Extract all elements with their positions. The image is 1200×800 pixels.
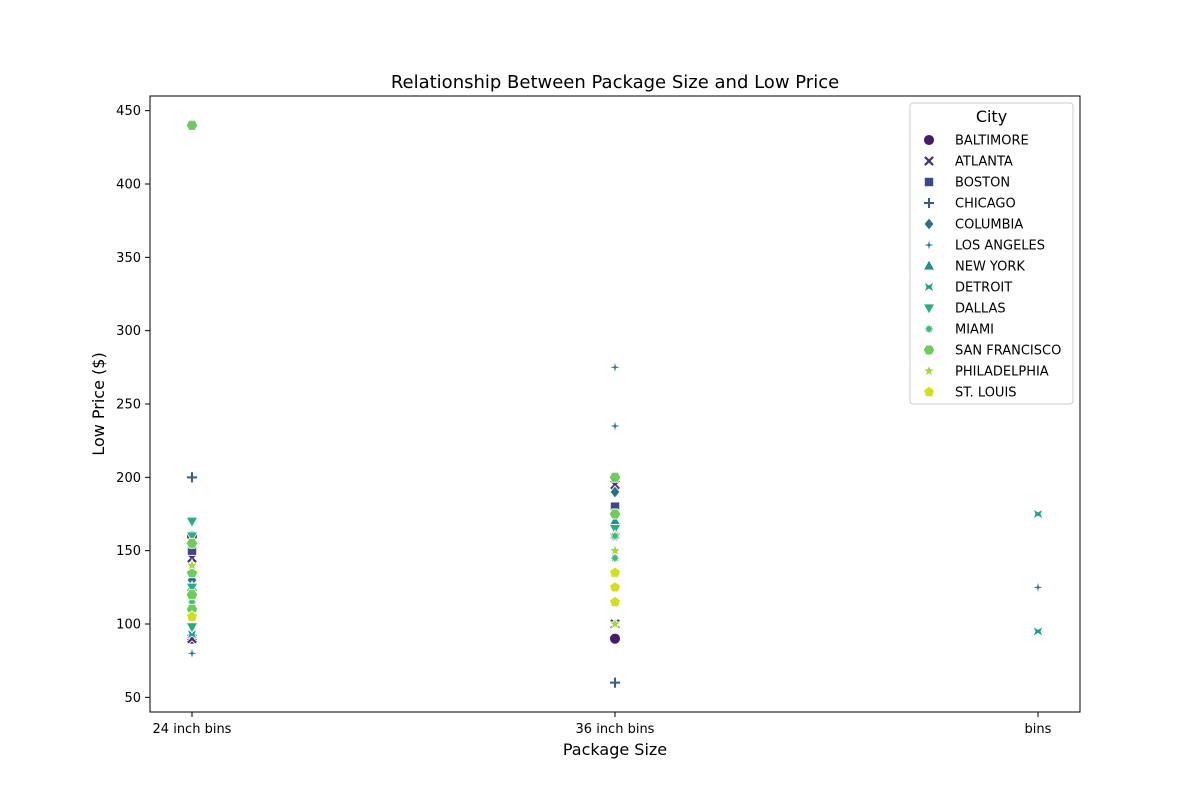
y-tick-label: 100 (116, 618, 141, 633)
data-point (609, 632, 621, 645)
data-point (608, 580, 622, 593)
data-point (1031, 580, 1045, 594)
data-point (609, 676, 621, 689)
legend-marker (923, 134, 935, 146)
legend-label: BOSTON (955, 176, 1010, 191)
data-point (608, 543, 622, 557)
y-tick-label: 300 (116, 324, 141, 339)
data-point (1032, 507, 1044, 521)
y-tick-label: 350 (116, 251, 141, 266)
x-tick-label: 24 inch bins (153, 722, 232, 737)
data-point (185, 582, 199, 595)
legend-marker (922, 154, 936, 168)
legend-label: BALTIMORE (955, 134, 1029, 149)
legend-label: PHILADELPHIA (955, 365, 1049, 380)
x-tick-label: 36 inch bins (576, 722, 655, 737)
y-tick-label: 250 (116, 398, 141, 413)
y-tick-label: 400 (116, 178, 141, 193)
data-point (608, 508, 622, 520)
legend-marker (921, 321, 937, 337)
legend-label: DETROIT (955, 281, 1012, 296)
legend: City BALTIMORE ATLANTA BOSTON CHICAGO COLUMB… (909, 102, 1074, 405)
chart-title: Relationship Between Package Size and Lo… (391, 72, 839, 93)
legend-marker (923, 280, 935, 294)
data-point (608, 471, 622, 483)
data-point (185, 119, 199, 131)
legend-marker (922, 303, 936, 315)
y-tick-label: 50 (124, 691, 141, 706)
data-point (608, 360, 622, 374)
legend-marker (922, 259, 936, 271)
data-point (607, 528, 623, 544)
legend-marker (922, 344, 936, 356)
data-point (608, 419, 622, 433)
legend-marker (923, 217, 935, 231)
data-point (185, 610, 199, 622)
legend-title: City (976, 107, 1007, 126)
data-point (185, 567, 199, 579)
data-point (185, 531, 199, 543)
data-point (1032, 625, 1044, 638)
legend-marker (922, 385, 936, 398)
data-point (185, 558, 199, 572)
legend-label: CHICAGO (955, 197, 1016, 212)
data-point (185, 516, 199, 529)
data-point (608, 595, 622, 608)
y-axis-title: Low Price ($) (89, 352, 108, 455)
legend-label: COLUMBIA (955, 218, 1023, 233)
data-point (186, 628, 198, 641)
legend-label: LOS ANGELES (955, 239, 1045, 254)
legend-label: SAN FRANCISCO (955, 344, 1061, 359)
legend-marker (922, 363, 936, 377)
plot-area (184, 119, 1045, 689)
legend-marker (923, 176, 935, 188)
legend-label: MIAMI (955, 323, 994, 338)
x-tick-label: bins (1025, 722, 1052, 737)
y-tick-label: 150 (116, 544, 141, 559)
data-point (185, 537, 199, 549)
data-point (609, 485, 621, 499)
legend-label: ATLANTA (955, 155, 1013, 170)
y-tick-label: 200 (116, 471, 141, 486)
data-point (608, 566, 622, 578)
data-point (186, 471, 198, 484)
legend-marker (923, 197, 935, 209)
legend-marker (922, 238, 936, 252)
y-tick-label: 450 (116, 104, 141, 119)
data-point (607, 550, 623, 566)
data-point (185, 589, 199, 601)
legend-label: ST. LOUIS (955, 386, 1017, 401)
data-point (185, 646, 199, 660)
data-point (608, 616, 622, 630)
legend-label: DALLAS (955, 302, 1006, 317)
x-axis-title: Package Size (563, 740, 667, 759)
data-point (185, 622, 199, 634)
axes: 50 100 150 200 250 300 350 400 450 24 inch bins 36… (116, 104, 1051, 737)
legend-frame (909, 102, 1074, 405)
legend-label: NEW YORK (955, 260, 1025, 275)
